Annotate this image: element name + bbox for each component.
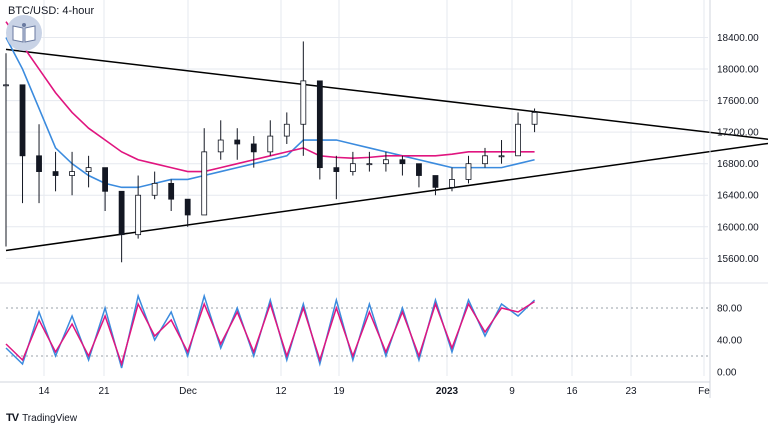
triangle-trendlines — [5, 48, 768, 252]
candle-body — [333, 167, 340, 172]
price-tick-label: 18000.00 — [717, 65, 759, 76]
price-tick-label: 18400.00 — [717, 33, 759, 44]
oscillator-tick-label: 40.00 — [717, 336, 742, 347]
candle-body — [498, 155, 505, 158]
candle-body — [135, 194, 142, 236]
price-axis[interactable]: 15600.00 16000.00 16400.00 16800.00 17200.00… — [709, 0, 759, 398]
candle-body — [201, 151, 208, 216]
candle-body — [316, 80, 323, 169]
price-tick-label: 16800.00 — [717, 159, 759, 170]
moving-averages — [5, 21, 535, 189]
instrument-logo — [6, 15, 42, 51]
candle-body — [283, 123, 290, 137]
time-tick-label: 16 — [566, 386, 578, 397]
candle-body — [531, 112, 538, 125]
candle-body — [118, 190, 125, 236]
candle-body — [432, 175, 439, 188]
trendline-upper — [5, 48, 768, 140]
stochastic-line-1 — [5, 293, 536, 369]
oscillator-tick-label: 0.00 — [717, 368, 737, 379]
stochastic-lines — [5, 293, 536, 369]
sma-slow-line — [5, 37, 535, 189]
price-tick-label: 17600.00 — [717, 96, 759, 107]
candle-body — [168, 183, 175, 200]
candle-body — [465, 163, 472, 180]
price-tick-label: 17200.00 — [717, 128, 759, 139]
time-tick-label: 19 — [333, 386, 345, 397]
candle-body — [515, 123, 521, 157]
time-tick-label: 9 — [509, 386, 515, 397]
candle-body — [234, 139, 241, 145]
candle-body — [267, 135, 274, 153]
candle-body — [366, 163, 373, 166]
candle-body — [19, 84, 26, 157]
brand-name: TradingView — [22, 412, 78, 424]
candle-body — [383, 159, 389, 165]
candle-body — [449, 179, 455, 188]
candle-body — [250, 143, 257, 153]
price-tick-label: 16000.00 — [717, 222, 759, 233]
oscillator-axis[interactable]: 0.00 40.00 80.00 — [717, 304, 742, 379]
candle-body — [482, 155, 488, 165]
chart-title: BTC/USD: 4-hour — [8, 5, 95, 17]
candle-body — [151, 183, 158, 196]
tradingview-logo-icon: TV — [6, 412, 19, 424]
candle-body — [217, 139, 224, 153]
candle-body — [300, 80, 307, 125]
time-tick-label: 2023 — [436, 386, 459, 397]
candle-body — [102, 167, 109, 192]
candle-body — [399, 159, 406, 165]
candle-body — [3, 84, 9, 87]
candlestick-series[interactable] — [3, 41, 538, 263]
candle-body — [184, 198, 191, 216]
candle-body — [349, 163, 356, 172]
tradingview-brand[interactable]: TV TradingView — [6, 412, 77, 424]
trendline-lower — [5, 142, 768, 252]
time-tick-label: 14 — [38, 386, 50, 397]
time-tick-label: 12 — [275, 386, 287, 397]
candle-body — [85, 167, 92, 172]
oscillator-tick-label: 80.00 — [717, 304, 742, 315]
price-tick-label: 16400.00 — [717, 191, 759, 202]
book-icon — [12, 23, 36, 43]
stochastic-line-2 — [5, 300, 535, 367]
oscillator-grid — [6, 307, 708, 357]
time-axis[interactable]: 14 21 Dec 12 19 2023 9 16 23 Fe — [0, 381, 710, 397]
candle-body — [416, 163, 422, 176]
price-grid — [0, 0, 768, 376]
time-tick-label: 21 — [98, 386, 110, 397]
candle-body — [69, 171, 75, 176]
time-tick-label: Fe — [698, 386, 710, 397]
time-tick-label: 23 — [625, 386, 637, 397]
time-tick-label: Dec — [179, 386, 197, 397]
candle-body — [36, 155, 42, 172]
candle-body — [52, 171, 59, 176]
price-tick-label: 15600.00 — [717, 254, 759, 265]
